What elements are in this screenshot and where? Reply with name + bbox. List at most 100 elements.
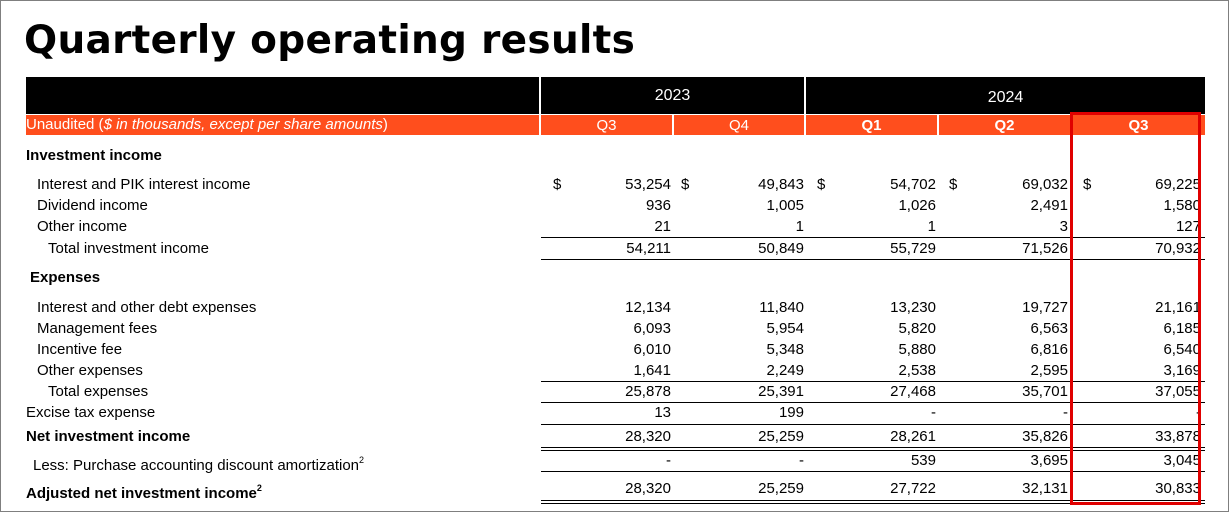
cell-other-expenses-2024-q3: 3,169 [1163,362,1201,379]
currency-symbol: $ [553,176,562,193]
subheader-divider [539,115,541,135]
cell-total-investment-income-2023-q4: 50,849 [758,240,804,257]
footnote-marker: 2 [359,455,365,465]
cell-management-fees-2024-q2: 6,563 [1030,320,1068,337]
cell-interest-pik-2024-q1: 54,702 [890,176,936,193]
row-label-less-purchase: Less: Purchase accounting discount amort… [33,455,365,474]
cell-less-purchase-2023-q3: - [666,452,671,469]
currency-symbol: $ [949,176,958,193]
cell-management-fees-2024-q1: 5,820 [898,320,936,337]
cell-other-income-2024-q1: 1 [927,218,936,235]
total-rule [541,503,1205,504]
cell-adjusted-nii-2023-q3: 28,320 [625,480,671,497]
row-label-other-income: Other income [37,218,128,235]
cell-interest-debt-2024-q2: 19,727 [1022,299,1068,316]
cell-other-expenses-2024-q1: 2,538 [898,362,936,379]
total-rule [541,259,1205,260]
cell-nii-2024-q3: 33,878 [1155,428,1201,445]
cell-less-purchase-2023-q4: - [799,452,804,469]
cell-other-income-2024-q3: 127 [1175,218,1201,235]
unaudited-note: Unaudited ($ in thousands, except per sh… [26,116,388,133]
cell-nii-2023-q3: 28,320 [625,428,671,445]
cell-other-expenses-2024-q2: 2,595 [1030,362,1068,379]
row-label-other-expenses: Other expenses [37,362,143,379]
cell-dividend-2024-q1: 1,026 [898,197,936,214]
row-label-interest-debt: Interest and other debt expenses [37,299,257,316]
currency-symbol: $ [817,176,826,193]
subtotal-rule [541,237,1205,238]
cell-total-investment-income-2024-q2: 71,526 [1022,240,1068,257]
page-title: Quarterly operating results [24,18,636,63]
cell-total-expenses-2024-q3: 37,055 [1155,383,1201,400]
subheader-bar [26,115,1205,135]
cell-total-investment-income-2024-q3: 70,932 [1155,240,1201,257]
footnote-marker: 2 [256,483,262,493]
quarter-header-2024-q1: Q1 [861,116,882,134]
cell-interest-debt-2024-q1: 13,230 [890,299,936,316]
row-label-adjusted-nii: Adjusted net investment income2 [26,483,262,502]
cell-less-purchase-2024-q1: 539 [910,452,936,469]
cell-total-expenses-2023-q4: 25,391 [758,383,804,400]
subheader-divider [937,115,939,135]
cell-incentive-fee-2023-q3: 6,010 [633,341,671,358]
row-label-management-fees: Management fees [37,320,158,337]
cell-other-income-2023-q4: 1 [795,218,804,235]
cell-excise-tax-2023-q4: 199 [778,404,804,421]
year-header-band-blank [26,77,539,114]
cell-total-expenses-2024-q1: 27,468 [890,383,936,400]
total-rule [541,402,1205,403]
cell-other-expenses-2023-q4: 2,249 [766,362,804,379]
currency-symbol: $ [681,176,690,193]
section-expenses: Expenses [30,269,101,286]
subheader-divider [804,115,806,135]
cell-less-purchase-2024-q3: 3,045 [1163,452,1201,469]
cell-total-expenses-2023-q3: 25,878 [625,383,671,400]
cell-total-expenses-2024-q2: 35,701 [1022,383,1068,400]
total-rule [541,450,1205,451]
row-label-total-expenses: Total expenses [48,383,149,400]
cell-interest-pik-2024-q2: 69,032 [1022,176,1068,193]
cell-excise-tax-2023-q3: 13 [654,404,671,421]
quarter-header-2023-q3: Q3 [596,116,617,134]
subtotal-rule [541,424,1205,425]
row-label-total-investment-income: Total investment income [48,240,209,257]
currency-symbol: $ [1083,176,1092,193]
row-label-excise-tax: Excise tax expense [26,404,156,421]
subtotal-rule [541,381,1205,382]
cell-incentive-fee-2023-q4: 5,348 [766,341,804,358]
row-label-interest-pik: Interest and PIK interest income [37,176,251,193]
cell-interest-debt-2024-q3: 21,161 [1155,299,1201,316]
cell-incentive-fee-2024-q3: 6,540 [1163,341,1201,358]
cell-interest-pik-2023-q4: 49,843 [758,176,804,193]
cell-management-fees-2023-q4: 5,954 [766,320,804,337]
quarter-header-2023-q4: Q4 [728,116,749,134]
cell-nii-2024-q1: 28,261 [890,428,936,445]
cell-management-fees-2023-q3: 6,093 [633,320,671,337]
quarter-header-2024-q2: Q2 [994,116,1015,134]
quarter-header-2024-q3: Q3 [1128,116,1149,134]
cell-dividend-2023-q3: 936 [645,197,671,214]
year-header-2023: 2023 [541,77,804,114]
cell-dividend-2023-q4: 1,005 [766,197,804,214]
cell-adjusted-nii-2024-q1: 27,722 [890,480,936,497]
cell-nii-2024-q2: 35,826 [1022,428,1068,445]
cell-nii-2023-q4: 25,259 [758,428,804,445]
cell-less-purchase-2024-q2: 3,695 [1030,452,1068,469]
cell-interest-pik-2023-q3: 53,254 [625,176,671,193]
cell-adjusted-nii-2024-q3: 30,833 [1155,480,1201,497]
cell-excise-tax-2024-q2: - [1063,404,1068,421]
cell-excise-tax-2024-q3: - [1196,404,1201,421]
cell-other-income-2024-q2: 3 [1059,218,1068,235]
cell-dividend-2024-q3: 1,580 [1163,197,1201,214]
subtotal-rule [541,471,1205,472]
row-label-dividend: Dividend income [37,197,148,214]
year-header-2024: 2024 [806,77,1205,114]
row-label-net-investment-income: Net investment income [26,428,191,445]
total-rule [541,447,1205,448]
cell-interest-pik-2024-q3: 69,225 [1155,176,1201,193]
cell-total-investment-income-2024-q1: 55,729 [890,240,936,257]
cell-adjusted-nii-2023-q4: 25,259 [758,480,804,497]
subheader-divider [672,115,674,135]
cell-other-income-2023-q3: 21 [654,218,671,235]
